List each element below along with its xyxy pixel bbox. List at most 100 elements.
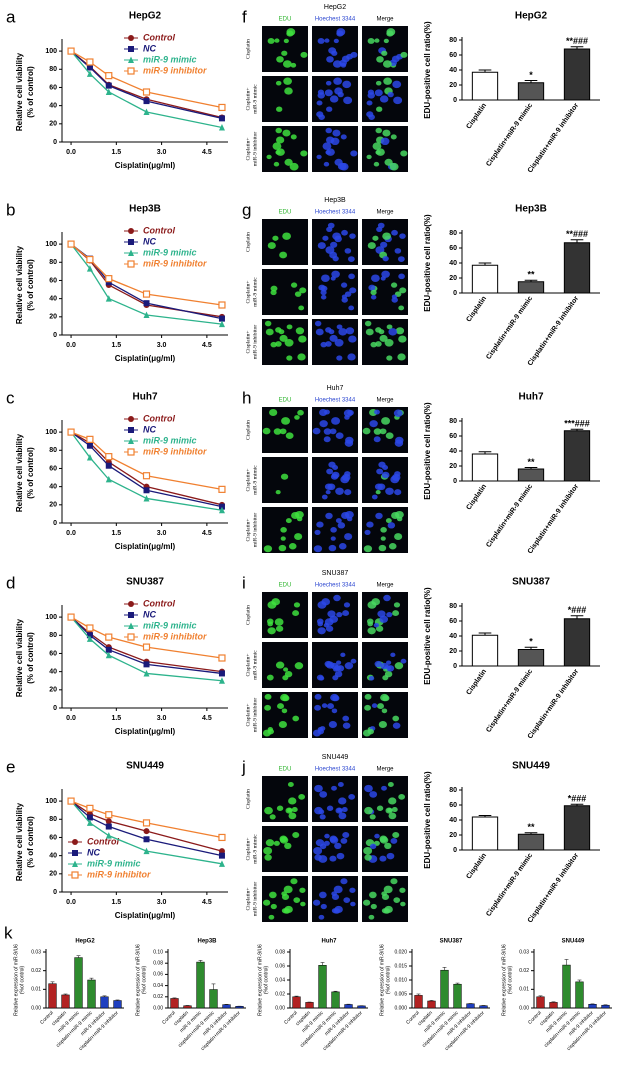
error-bar bbox=[50, 981, 55, 984]
nucleus bbox=[378, 721, 387, 728]
error-bar bbox=[63, 993, 68, 995]
chart-title: SNU449 bbox=[512, 761, 550, 772]
nucleus bbox=[267, 37, 275, 44]
nucleus bbox=[386, 665, 395, 672]
bar bbox=[588, 1004, 597, 1009]
nucleus bbox=[323, 428, 332, 435]
nucleus bbox=[392, 473, 401, 482]
nucleus bbox=[269, 891, 277, 899]
row-label: Cisplatin+ bbox=[245, 654, 251, 677]
significance: ** bbox=[527, 270, 535, 280]
legend-marker bbox=[127, 260, 135, 268]
nucleus bbox=[337, 522, 346, 529]
chart-title: HepG2 bbox=[75, 939, 95, 945]
nucleus bbox=[379, 836, 389, 844]
y-tick-label: 20 bbox=[49, 871, 57, 878]
bar bbox=[61, 994, 70, 1009]
nucleus bbox=[276, 805, 284, 811]
nucleus bbox=[399, 287, 407, 294]
bar bbox=[414, 995, 423, 1009]
nucleus bbox=[321, 494, 328, 500]
nucleus bbox=[317, 37, 325, 44]
nucleus bbox=[374, 409, 380, 415]
nucleus bbox=[389, 162, 399, 171]
y-tick-label: 0.020 bbox=[394, 949, 407, 955]
marker bbox=[218, 833, 226, 842]
legend-label: NC bbox=[87, 847, 100, 857]
y-axis-label: Relative cell viability bbox=[15, 802, 24, 881]
bar bbox=[113, 1000, 122, 1009]
nucleus bbox=[333, 594, 341, 602]
nucleus bbox=[343, 897, 351, 904]
legend-marker bbox=[128, 416, 134, 422]
row-label: Cisplatin+ bbox=[245, 469, 251, 492]
nucleus bbox=[381, 50, 388, 56]
y-tick-label: 0 bbox=[53, 332, 57, 339]
nucleus bbox=[336, 660, 342, 665]
x-tick-label: Cisplatin bbox=[465, 668, 488, 696]
y-tick-label: 0.02 bbox=[153, 994, 163, 1000]
nucleus bbox=[316, 100, 323, 106]
nucleus bbox=[294, 291, 302, 297]
nucleus bbox=[284, 338, 294, 347]
panel-letter: d bbox=[6, 573, 15, 592]
y-tick-label: 20 bbox=[449, 463, 457, 470]
legend-label: Control bbox=[143, 225, 175, 235]
nucleus bbox=[269, 814, 276, 820]
nucleus bbox=[380, 536, 386, 541]
bar bbox=[563, 805, 591, 851]
nucleus bbox=[334, 842, 342, 850]
nucleus bbox=[369, 420, 378, 428]
nucleus bbox=[266, 618, 274, 625]
nucleus bbox=[267, 242, 276, 249]
nucleus bbox=[377, 703, 385, 710]
nucleus bbox=[317, 242, 326, 249]
row-label: miR-9 mimic bbox=[252, 465, 258, 495]
panel-letter: f bbox=[242, 7, 247, 26]
nucleus bbox=[340, 878, 348, 885]
chart-title: SNU449 bbox=[126, 761, 164, 772]
nucleus bbox=[376, 56, 384, 63]
nucleus bbox=[348, 794, 356, 800]
nucleus bbox=[319, 843, 327, 850]
y-axis-label: (%of control) bbox=[19, 965, 25, 994]
column-header: Hoechest 3344 bbox=[315, 767, 356, 773]
nucleus bbox=[266, 154, 272, 160]
legend-marker bbox=[128, 56, 134, 63]
nucleus bbox=[362, 729, 371, 737]
legend-label: Control bbox=[87, 836, 119, 846]
nucleus bbox=[385, 432, 394, 440]
nucleus bbox=[390, 878, 398, 885]
bar bbox=[74, 957, 83, 1009]
x-tick-label: 4.5 bbox=[202, 530, 212, 537]
nucleus bbox=[291, 807, 298, 813]
nucleus bbox=[391, 294, 398, 299]
nucleus bbox=[314, 693, 322, 700]
x-tick-label: 3.0 bbox=[157, 715, 167, 722]
nucleus bbox=[266, 674, 274, 681]
nucleus bbox=[288, 543, 297, 550]
bar bbox=[563, 430, 591, 482]
nucleus bbox=[364, 806, 373, 815]
bar bbox=[471, 453, 499, 482]
x-tick-label: 1.5 bbox=[111, 342, 121, 349]
nucleus bbox=[385, 487, 394, 495]
row-label: Cisplatin bbox=[245, 789, 251, 809]
nucleus bbox=[324, 833, 330, 839]
legend-marker bbox=[128, 239, 134, 245]
nucleus bbox=[267, 627, 276, 635]
nucleus bbox=[331, 50, 338, 56]
nucleus bbox=[330, 693, 339, 702]
bar bbox=[517, 468, 545, 482]
nucleus bbox=[343, 96, 353, 105]
nucleus bbox=[300, 150, 308, 157]
error-bar bbox=[570, 428, 584, 431]
error-bar bbox=[455, 982, 460, 985]
nucleus bbox=[342, 473, 351, 482]
nucleus bbox=[323, 436, 331, 443]
legend-label: miR-9 inhibitor bbox=[143, 258, 207, 268]
nucleus bbox=[382, 60, 392, 68]
y-tick-label: 0 bbox=[453, 478, 457, 485]
panel-letter: c bbox=[6, 388, 15, 407]
y-axis-label: EDU-positive cell ratio(%) bbox=[423, 21, 432, 119]
